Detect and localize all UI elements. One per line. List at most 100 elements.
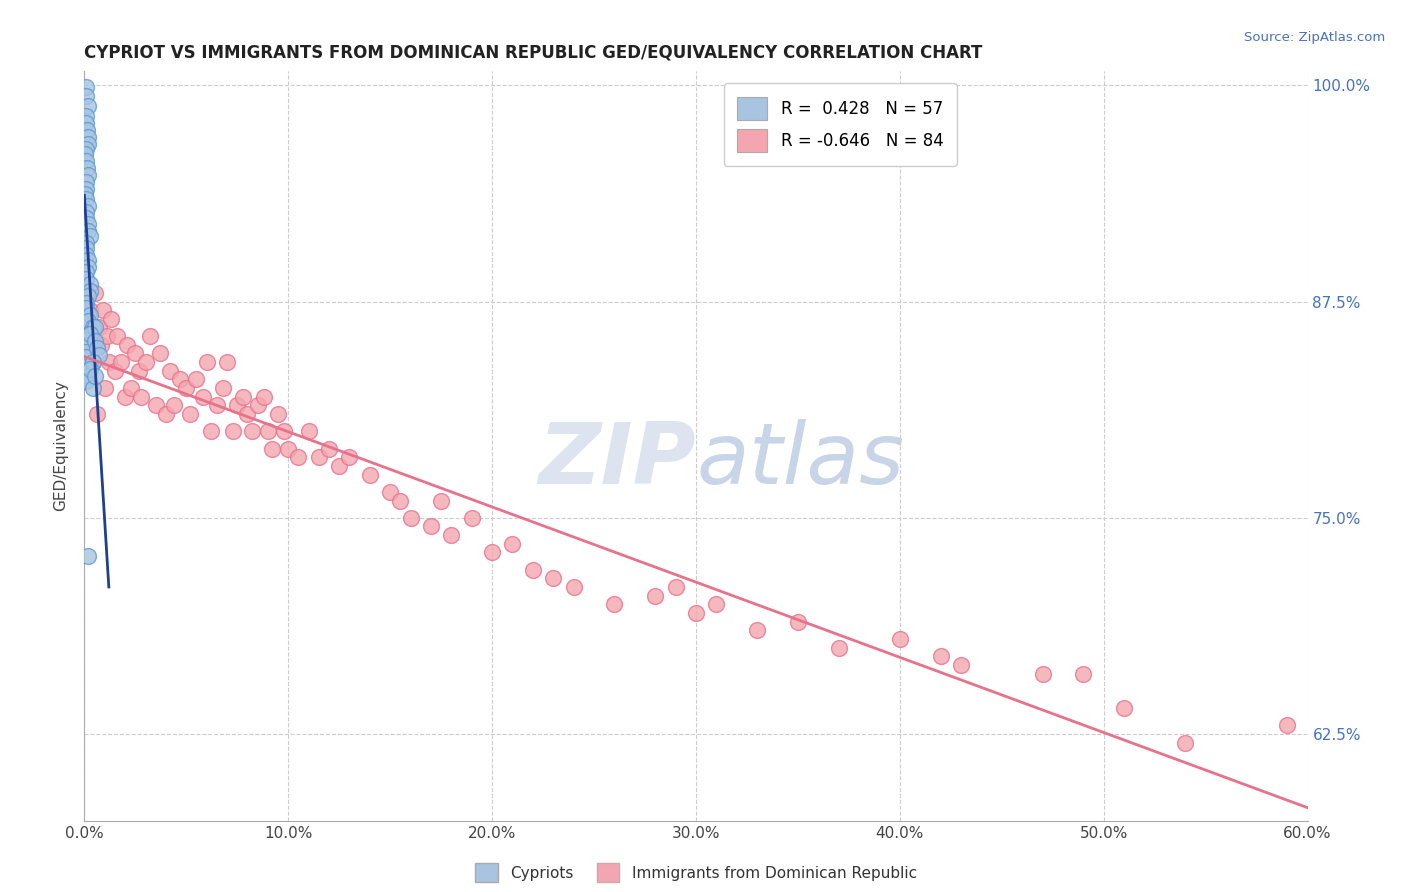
Point	[685, 606, 707, 620]
Point	[222, 425, 245, 439]
Point	[236, 407, 259, 421]
Point	[267, 407, 290, 421]
Point	[217, 355, 239, 369]
Point	[389, 493, 412, 508]
Point	[502, 537, 524, 551]
Point	[83, 368, 105, 383]
Point	[253, 390, 276, 404]
Point	[77, 289, 100, 303]
Point	[75, 374, 97, 388]
Point	[131, 390, 153, 404]
Point	[200, 425, 222, 439]
Point	[91, 303, 114, 318]
Point	[1174, 736, 1197, 750]
Point	[644, 589, 666, 603]
Point	[747, 624, 769, 638]
Point	[77, 217, 100, 231]
Point	[105, 329, 128, 343]
Point	[77, 252, 100, 267]
Point	[929, 649, 952, 664]
Y-axis label: GED/Equivalency: GED/Equivalency	[53, 381, 69, 511]
Point	[120, 381, 142, 395]
Point	[76, 161, 98, 176]
Point	[77, 99, 100, 113]
Point	[240, 425, 263, 439]
Point	[83, 285, 105, 300]
Point	[114, 390, 136, 404]
Point	[543, 571, 565, 585]
Text: Source: ZipAtlas.com: Source: ZipAtlas.com	[1244, 31, 1385, 45]
Point	[77, 223, 100, 237]
Point	[179, 407, 201, 421]
Point	[82, 355, 104, 369]
Point	[77, 549, 100, 563]
Point	[124, 346, 146, 360]
Point	[79, 327, 101, 342]
Point	[75, 241, 97, 255]
Point	[159, 364, 181, 378]
Point	[562, 580, 585, 594]
Point	[522, 563, 544, 577]
Point	[155, 407, 177, 421]
Point	[79, 309, 101, 323]
Point	[706, 598, 728, 612]
Point	[75, 147, 97, 161]
Point	[96, 329, 118, 343]
Point	[205, 398, 228, 412]
Point	[75, 142, 97, 156]
Point	[308, 450, 330, 465]
Point	[359, 467, 381, 482]
Point	[79, 303, 101, 318]
Point	[77, 199, 100, 213]
Point	[75, 109, 97, 123]
Point	[75, 248, 97, 262]
Point	[79, 277, 101, 292]
Point	[232, 390, 254, 404]
Point	[75, 301, 97, 316]
Point	[257, 425, 280, 439]
Point	[79, 284, 101, 298]
Point	[104, 364, 127, 378]
Point	[440, 528, 463, 542]
Point	[260, 442, 283, 456]
Point	[75, 235, 97, 250]
Point	[75, 79, 97, 94]
Point	[128, 364, 150, 378]
Point	[75, 211, 97, 226]
Point	[787, 615, 810, 629]
Point	[75, 350, 97, 364]
Point	[77, 168, 100, 182]
Point	[77, 368, 100, 383]
Point	[75, 265, 97, 279]
Point	[481, 545, 503, 559]
Point	[83, 320, 105, 334]
Point	[339, 450, 361, 465]
Point	[950, 657, 973, 672]
Point	[603, 598, 626, 612]
Point	[75, 344, 97, 359]
Point	[83, 334, 105, 349]
Point	[77, 338, 100, 352]
Point	[75, 296, 97, 310]
Point	[79, 228, 101, 243]
Point	[82, 355, 104, 369]
Point	[93, 381, 115, 395]
Point	[328, 458, 350, 473]
Point	[90, 338, 112, 352]
Point	[828, 640, 851, 655]
Text: CYPRIOT VS IMMIGRANTS FROM DOMINICAN REPUBLIC GED/EQUIVALENCY CORRELATION CHART: CYPRIOT VS IMMIGRANTS FROM DOMINICAN REP…	[84, 44, 983, 62]
Point	[75, 182, 97, 196]
Point	[889, 632, 911, 646]
Point	[86, 341, 108, 355]
Point	[1114, 701, 1136, 715]
Point	[246, 398, 269, 412]
Point	[420, 519, 443, 533]
Point	[75, 175, 97, 189]
Point	[1073, 666, 1095, 681]
Point	[79, 362, 101, 376]
Point	[174, 381, 197, 395]
Point	[277, 442, 299, 456]
Point	[87, 320, 110, 334]
Point	[79, 357, 101, 371]
Point	[75, 204, 97, 219]
